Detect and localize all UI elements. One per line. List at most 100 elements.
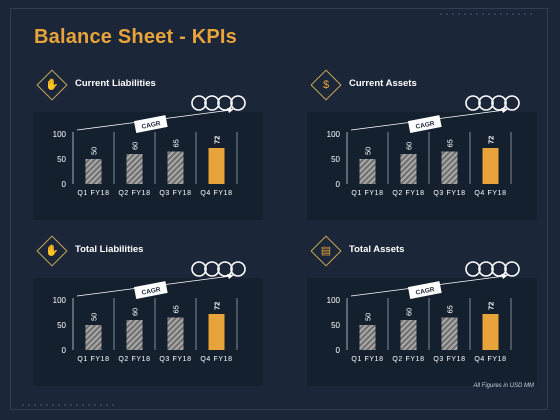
units-footnote: All Figures in USD MM	[473, 383, 534, 389]
loop-ring	[491, 95, 507, 111]
bar	[85, 325, 102, 350]
x-tick-label: Q4 FY18	[474, 356, 506, 363]
cagr-arrow-head	[501, 108, 508, 113]
decor-dots-top	[440, 13, 532, 15]
bar	[359, 159, 376, 184]
cagr-annotation: CAGR	[76, 274, 234, 299]
loop-ring	[230, 261, 246, 277]
bar	[400, 154, 417, 184]
x-tick-label: Q2 FY18	[118, 356, 150, 363]
cagr-tag: CAGR	[407, 281, 442, 299]
kpi-title: Total Assets	[349, 244, 405, 255]
cagr-tag-label: CAGR	[415, 120, 435, 131]
money-stack-icon: ▤	[320, 245, 332, 257]
cagr-tag: CAGR	[133, 115, 168, 133]
cagr-tag: CAGR	[407, 115, 442, 133]
money-hand-icon: ✋	[45, 245, 59, 257]
y-tick-label: 100	[327, 130, 341, 139]
page-frame	[10, 8, 548, 410]
data-label: 60	[131, 142, 140, 150]
bar	[208, 314, 225, 350]
decor-dots-bottom	[22, 404, 114, 406]
data-label: 65	[172, 139, 181, 147]
x-tick-label: Q1 FY18	[77, 190, 109, 197]
y-tick-label: 100	[53, 296, 67, 305]
data-label: 50	[364, 147, 373, 155]
loop-ring	[478, 261, 494, 277]
loop-ring	[504, 95, 520, 111]
loop-ring	[465, 261, 481, 277]
x-tick-label: Q3 FY18	[159, 356, 191, 363]
y-tick-label: 50	[57, 155, 66, 164]
loop-ring	[217, 95, 233, 111]
data-label: 60	[131, 308, 140, 316]
cagr-tag-box	[407, 115, 442, 133]
bar	[126, 320, 143, 350]
data-label: 60	[405, 142, 414, 150]
data-label: 65	[446, 305, 455, 313]
cagr-arrow-head	[501, 274, 508, 279]
loop-ring	[217, 261, 233, 277]
bar-chart: 0 50 100 50 Q1 FY18 60 Q2 FY18 65 Q3 FY18 72 Q4 FY…	[327, 95, 520, 197]
loops-decoration	[191, 261, 246, 277]
y-tick-label: 100	[53, 130, 67, 139]
bar	[441, 317, 458, 350]
y-tick-label: 0	[62, 180, 67, 189]
bar	[359, 325, 376, 350]
loop-ring	[204, 261, 220, 277]
loop-ring	[465, 95, 481, 111]
x-tick-label: Q2 FY18	[392, 356, 424, 363]
y-tick-label: 0	[336, 180, 341, 189]
data-label: 50	[90, 313, 99, 321]
money-hand-icon: ✋	[45, 79, 59, 91]
loop-ring	[478, 95, 494, 111]
y-tick-label: 50	[331, 321, 340, 330]
kpi-title: Current Assets	[349, 78, 417, 89]
cagr-tag-label: CAGR	[141, 286, 161, 297]
y-tick-label: 0	[62, 346, 67, 355]
kpi-panel-total-assets: ▤ Total Assets 0 50 100 50 Q1 FY18 60 Q2 FY18 6…	[307, 235, 537, 386]
bar	[208, 148, 225, 184]
y-tick-label: 100	[327, 296, 341, 305]
kpi-panel-total-liabilities: ✋ Total Liabilities 0 50 100 50 Q1 FY18 60 Q2 …	[33, 235, 263, 386]
cagr-tag-label: CAGR	[141, 120, 161, 131]
x-tick-label: Q4 FY18	[200, 190, 232, 197]
loop-ring	[230, 95, 246, 111]
bar	[126, 154, 143, 184]
page-title: Balance Sheet - KPIs	[34, 26, 237, 48]
loop-ring	[491, 261, 507, 277]
data-label: 60	[405, 308, 414, 316]
loop-ring	[191, 95, 207, 111]
bar	[167, 317, 184, 350]
loop-ring	[504, 261, 520, 277]
kpi-panel-current-assets: $ Current Assets 0 50 100 50 Q1 FY18 60 Q2 FY1…	[307, 69, 537, 220]
x-tick-label: Q2 FY18	[392, 190, 424, 197]
y-tick-label: 50	[331, 155, 340, 164]
loops-decoration	[465, 95, 520, 111]
kpi-title: Current Liabilities	[75, 78, 156, 89]
x-tick-label: Q2 FY18	[118, 190, 150, 197]
kpi-panel-current-liabilities: ✋ Current Liabilities 0 50 100 50 Q1 FY18 60 Q…	[33, 69, 263, 220]
dollar-coin-icon: $	[322, 79, 330, 91]
x-tick-label: Q1 FY18	[351, 190, 383, 197]
cagr-arrow-head	[227, 274, 234, 279]
cagr-tag-box	[407, 281, 442, 299]
loops-decoration	[191, 95, 246, 111]
bar-chart: 0 50 100 50 Q1 FY18 60 Q2 FY18 65 Q3 FY18 72 Q4 FY…	[327, 261, 520, 363]
cagr-arrow-head	[227, 108, 234, 113]
data-label: 72	[487, 302, 496, 310]
bar-chart: 0 50 100 50 Q1 FY18 60 Q2 FY18 65 Q3 FY18 72 Q4 FY…	[53, 261, 246, 363]
bar	[85, 159, 102, 184]
data-label: 65	[446, 139, 455, 147]
bar	[482, 314, 499, 350]
kpi-title: Total Liabilities	[75, 244, 144, 255]
bar	[400, 320, 417, 350]
x-tick-label: Q4 FY18	[474, 190, 506, 197]
bar	[441, 151, 458, 184]
cagr-tag: CAGR	[133, 281, 168, 299]
x-tick-label: Q4 FY18	[200, 356, 232, 363]
data-label: 72	[213, 136, 222, 144]
loop-ring	[191, 261, 207, 277]
data-label: 72	[487, 136, 496, 144]
cagr-tag-box	[133, 281, 168, 299]
